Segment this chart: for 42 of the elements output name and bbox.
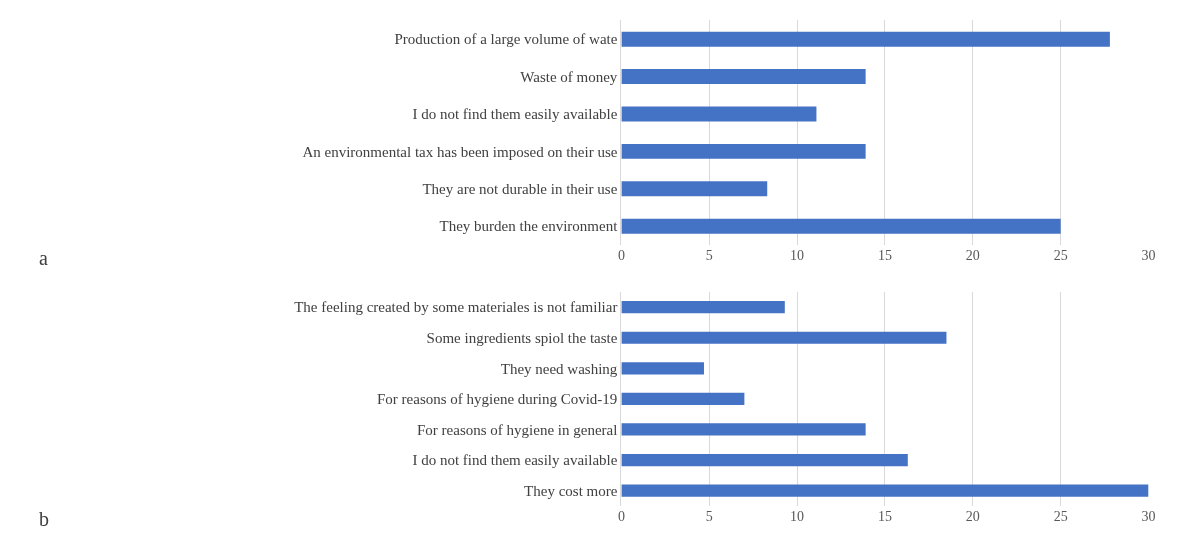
x-tick-label: 5 [705, 247, 713, 263]
y-tick-label: For reasons of hygiene during Covid-19 [376, 391, 618, 408]
y-tick-label: Production of a large volume of wate [394, 31, 618, 48]
y-tick-label: They are not durable in their use [422, 181, 618, 198]
x-tick-label: 30 [1141, 508, 1156, 524]
y-tick-label: They cost more [524, 482, 618, 499]
bar [621, 453, 908, 467]
bar [621, 301, 785, 314]
bar [621, 69, 866, 85]
text: a [39, 247, 48, 269]
bar [621, 106, 817, 122]
text: b [39, 508, 49, 530]
y-tick-label: Waste of money [520, 68, 618, 85]
bar [621, 181, 768, 197]
bar [621, 31, 1110, 47]
y-tick-label: The feeling created by some materiales is not familiar [294, 299, 618, 316]
y-tick-label: An environmental tax has been imposed on their use [302, 143, 618, 160]
bar [621, 484, 1149, 497]
x-tick-label: 0 [617, 247, 625, 263]
y-tick-label: They need washing [500, 360, 618, 377]
x-tick-label: 25 [1053, 247, 1068, 263]
y-tick-label: For reasons of hygiene in general [417, 421, 618, 438]
bar [621, 218, 1061, 234]
x-tick-label: 20 [965, 508, 980, 524]
x-tick-label: 30 [1141, 247, 1156, 263]
x-tick-label: 10 [790, 508, 805, 524]
y-tick-label: I do not find them easily available [412, 106, 618, 123]
bar [621, 362, 704, 375]
y-tick-label: Some ingredients spiol the taste [426, 329, 618, 346]
x-tick-label: 5 [705, 508, 713, 524]
bar [621, 392, 745, 405]
x-tick-label: 20 [965, 247, 980, 263]
bar [621, 143, 866, 159]
x-tick-label: 15 [877, 247, 892, 263]
x-tick-label: 10 [790, 247, 805, 263]
x-tick-label: 0 [617, 508, 625, 524]
bar [621, 423, 866, 436]
y-tick-label: I do not find them easily available [412, 452, 618, 469]
x-tick-label: 25 [1053, 508, 1068, 524]
x-tick-label: 15 [877, 508, 892, 524]
bar [621, 331, 947, 344]
y-tick-label: They burden the environment [439, 218, 619, 235]
